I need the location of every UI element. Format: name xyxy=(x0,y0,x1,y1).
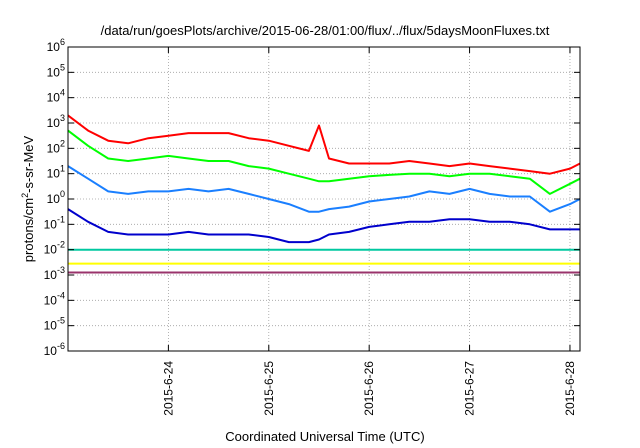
y-tick-label: 100 xyxy=(47,189,65,206)
y-axis-label-sup: 2 xyxy=(20,193,30,198)
y-tick-label: 10-3 xyxy=(44,265,65,282)
x-tick-label: 2015-6-28 xyxy=(563,361,577,416)
y-axis-label: protons/cm2-s-sr-MeV xyxy=(20,135,36,262)
y-tick-label: 102 xyxy=(47,138,65,155)
chart-title: /data/run/goesPlots/archive/2015-06-28/0… xyxy=(101,23,550,38)
y-tick-label: 10-6 xyxy=(44,341,65,358)
y-tick-label: 10-2 xyxy=(44,240,65,257)
y-axis-label-rest: -s-sr-MeV xyxy=(21,135,36,192)
x-tick-label: 2015-6-27 xyxy=(463,361,477,416)
y-tick-label: 101 xyxy=(47,164,65,181)
x-tick-label: 2015-6-26 xyxy=(362,361,376,416)
y-tick-label: 104 xyxy=(47,88,65,105)
y-tick-label: 103 xyxy=(47,113,65,130)
series-line-1 xyxy=(67,114,581,175)
x-tick-label: 2015-6-25 xyxy=(262,361,276,416)
series-line-2 xyxy=(67,129,581,195)
series-line-4 xyxy=(67,208,580,244)
series-line-3 xyxy=(67,165,581,213)
y-tick-label: 10-5 xyxy=(44,316,65,333)
x-tick-label: 2015-6-24 xyxy=(161,361,175,416)
y-axis-label-base: protons/cm xyxy=(21,198,36,262)
data-series xyxy=(67,114,581,274)
y-tick-label: 106 xyxy=(47,37,65,54)
x-axis: 2015-6-24 2015-6-25 2015-6-26 2015-6-27 2015… xyxy=(161,47,577,416)
gridlines xyxy=(68,47,580,351)
y-tick-label: 10-4 xyxy=(44,290,65,307)
y-axis: 10-6 10-5 10-4 10-3 10-2 10-1 100 101 102 103 104 1… xyxy=(44,37,580,358)
y-tick-label: 10-1 xyxy=(44,214,65,231)
y-tick-label: 105 xyxy=(47,62,65,79)
x-axis-label: Coordinated Universal Time (UTC) xyxy=(225,429,424,444)
